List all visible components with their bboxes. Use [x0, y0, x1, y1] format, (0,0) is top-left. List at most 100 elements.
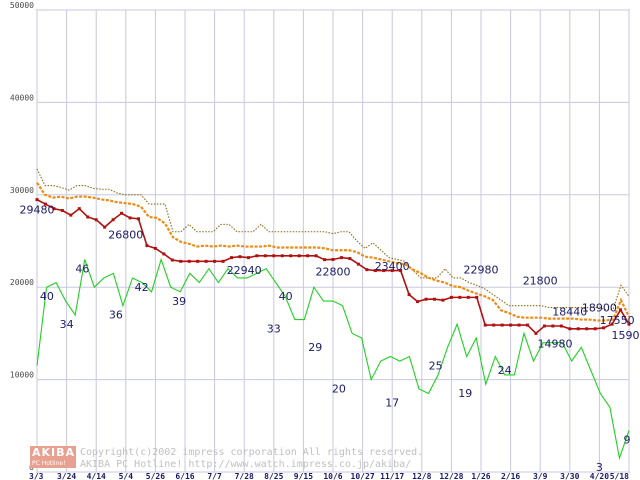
y-tick-label: 40000	[10, 93, 34, 102]
price-point	[170, 258, 174, 262]
price-point	[331, 257, 335, 261]
count-label: 36	[109, 309, 123, 322]
x-tick-label: 3/24	[57, 472, 76, 480]
price-point	[213, 259, 217, 263]
price-point	[432, 297, 436, 301]
x-tick-label: 9/15	[294, 472, 313, 480]
price-point	[60, 209, 64, 213]
price-label: 22800	[316, 265, 351, 278]
count-label: 40	[279, 290, 293, 303]
price-point	[204, 259, 208, 263]
price-point	[509, 323, 513, 327]
x-tick-label: 7/28	[235, 472, 254, 480]
price-label: 14980	[538, 338, 573, 351]
price-point	[399, 269, 403, 273]
price-point	[128, 216, 132, 220]
x-axis-ticks: 3/3 3/24 4/14 5/4 5/26 6/16 7/7 7/28 8/25 9/15 10/…	[29, 472, 629, 480]
price-point	[610, 322, 614, 326]
price-point	[407, 293, 411, 297]
x-tick-label: 8/25	[264, 472, 283, 480]
price-point	[69, 213, 73, 217]
series-line-upper-bound	[36, 168, 630, 310]
logo-top-text: AKIBA	[32, 446, 75, 459]
price-point	[373, 269, 377, 273]
price-label: 18900	[582, 301, 617, 314]
price-point	[534, 331, 538, 335]
price-label: 22940	[227, 264, 262, 277]
price-point	[196, 259, 200, 263]
price-point	[306, 254, 310, 258]
y-tick-label: 30000	[10, 186, 34, 195]
price-label: 17550	[600, 314, 635, 327]
price-label: 29480	[20, 204, 55, 217]
price-point	[585, 327, 589, 331]
price-point	[542, 324, 546, 328]
count-label: 39	[172, 295, 186, 308]
price-point	[551, 324, 555, 328]
count-label: 9	[624, 433, 631, 446]
price-point	[339, 256, 343, 260]
price-label: 18440	[552, 306, 587, 319]
logo-box	[30, 446, 76, 468]
price-point	[187, 259, 191, 263]
count-label: 33	[267, 323, 281, 336]
price-point	[246, 256, 250, 260]
price-point	[314, 254, 318, 258]
price-point	[263, 254, 267, 258]
price-point	[416, 300, 420, 304]
price-label: 26800	[108, 228, 143, 241]
x-tick-label: 12/28	[439, 472, 463, 480]
count-label: 29	[308, 341, 322, 354]
price-point	[593, 327, 597, 331]
price-point	[568, 327, 572, 331]
x-tick-label: 4/14	[87, 472, 106, 480]
price-point	[289, 254, 293, 258]
price-point	[619, 308, 623, 312]
price-point	[323, 258, 327, 262]
price-point	[52, 207, 56, 211]
price-point	[559, 324, 563, 328]
price-point	[280, 254, 284, 258]
price-point	[576, 327, 580, 331]
price-point	[136, 217, 140, 221]
data-labels: 29480 26800 22940 22800 23400 22980 21800 18440…	[20, 204, 640, 475]
x-tick-label: 6/16	[175, 472, 194, 480]
x-tick-label: 4/20	[590, 472, 609, 480]
count-label: 46	[75, 262, 89, 275]
x-tick-label: 5/4	[119, 472, 134, 480]
x-tick-label: 3/9	[533, 472, 548, 480]
logo-bottom-text: PC Hotline!	[32, 460, 65, 467]
count-label: 20	[332, 383, 346, 396]
price-point	[35, 198, 39, 202]
price-point	[111, 218, 115, 222]
x-tick-label: 12/8	[412, 472, 431, 480]
price-point	[602, 326, 606, 330]
price-point	[627, 322, 631, 326]
count-label: 24	[498, 364, 512, 377]
price-point	[382, 269, 386, 273]
price-point	[424, 297, 428, 301]
x-tick-label: 5/26	[146, 472, 165, 480]
price-point	[179, 259, 183, 263]
price-label: 22980	[464, 264, 499, 277]
price-point	[500, 323, 504, 327]
y-tick-label: 10000	[10, 371, 34, 380]
x-tick-label: 10/6	[323, 472, 342, 480]
price-point	[297, 254, 301, 258]
x-tick-label: 3/3	[29, 472, 44, 480]
price-point	[517, 323, 521, 327]
price-point	[103, 225, 107, 229]
price-point	[483, 323, 487, 327]
credit-line-1: Copyright(c)2002 impress corporation All…	[80, 447, 423, 458]
price-point	[153, 246, 157, 250]
series-line-shop-count	[36, 257, 630, 461]
price-point	[526, 323, 530, 327]
count-label: 40	[40, 290, 54, 303]
series-line-average	[36, 182, 630, 322]
price-point	[86, 215, 90, 219]
price-point	[238, 255, 242, 259]
price-point	[458, 295, 462, 299]
price-point	[145, 244, 149, 248]
x-tick-label: 3/30	[560, 472, 579, 480]
